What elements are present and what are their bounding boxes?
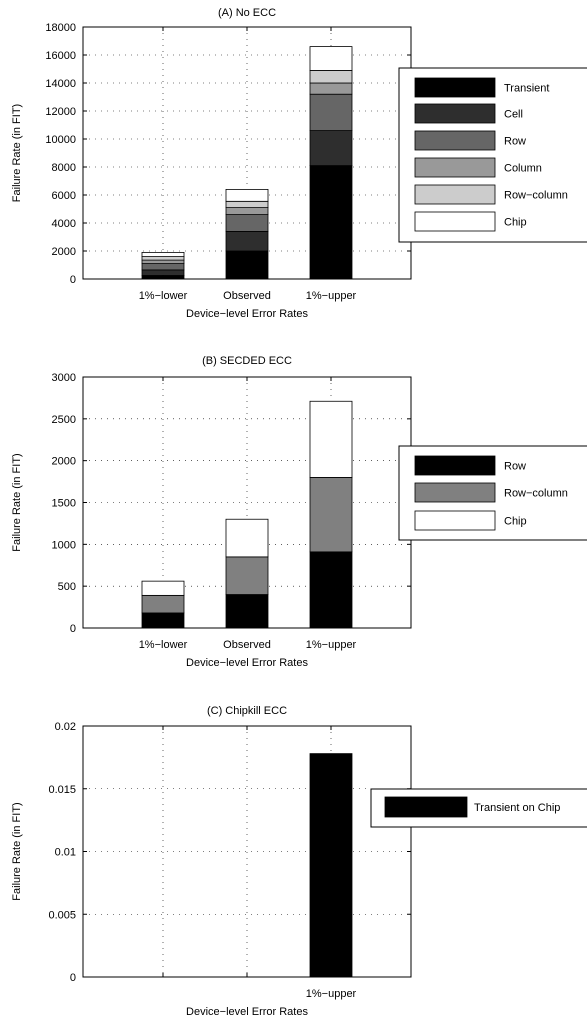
chart-title: (B) SECDED ECC: [202, 355, 292, 367]
x-axis-label: Device−level Error Rates: [186, 1006, 308, 1018]
bar-segment: [225, 188, 269, 202]
y-tick-label: 0.015: [48, 784, 76, 796]
bar-segment: [225, 230, 269, 252]
legend-swatch: [414, 211, 496, 232]
x-tick-label: 1%−lower: [139, 290, 188, 302]
chart-title: (C) Chipkill ECC: [207, 705, 287, 717]
legend-swatch: [414, 130, 496, 151]
legend-label: Row: [504, 461, 526, 473]
y-axis-label: Failure Rate (in FIT): [11, 802, 23, 900]
bar-segment: [309, 82, 353, 95]
chart-title: (A) No ECC: [218, 7, 276, 19]
plot-frame: [82, 725, 412, 978]
y-tick-label: 0.01: [55, 847, 76, 859]
legend-swatch: [414, 455, 496, 476]
x-axis-label: Device−level Error Rates: [186, 308, 308, 320]
y-tick-label: 6000: [52, 190, 76, 202]
bar-segment: [309, 476, 353, 553]
bar-segment: [309, 70, 353, 84]
y-tick-label: 18000: [45, 22, 76, 34]
y-tick-label: 2000: [52, 246, 76, 258]
bar-segment: [225, 200, 269, 209]
legend-label: Cell: [504, 109, 523, 121]
x-tick-label: Observed: [223, 290, 271, 302]
chart-panel-1: 0 500 1000 1500 2000 2500 3000 1%−lower Observed…: [11, 355, 587, 669]
bar-segment: [141, 259, 185, 265]
legend-label: Row: [504, 136, 526, 148]
legend: Transient on Chip: [370, 788, 587, 828]
bar-segment: [225, 214, 269, 232]
bar-segment: [309, 130, 353, 167]
bar-segment: [141, 256, 185, 261]
y-tick-label: 12000: [45, 106, 76, 118]
x-tick-label: 1%−upper: [306, 988, 357, 1000]
x-tick-label: Observed: [223, 639, 271, 651]
bar-segment: [225, 594, 269, 629]
legend-label: Row−column: [504, 488, 568, 500]
y-tick-label: 2500: [52, 414, 76, 426]
legend: Transient Cell Row Column Row−column Chip: [398, 67, 587, 243]
legend-label: Column: [504, 163, 542, 175]
y-tick-label: 1500: [52, 498, 76, 510]
legend-swatch: [414, 77, 496, 98]
bar-segment: [309, 46, 353, 71]
bar-segment: [141, 269, 185, 276]
bar-segment: [225, 250, 269, 280]
y-tick-label: 3000: [52, 372, 76, 384]
legend: Row Row−column Chip: [398, 445, 587, 541]
bar-segment: [309, 753, 353, 978]
y-tick-label: 4000: [52, 218, 76, 230]
y-axis-label: Failure Rate (in FIT): [11, 104, 23, 202]
bar-segment: [309, 93, 353, 131]
y-axis-label: Failure Rate (in FIT): [11, 453, 23, 551]
x-axis-label: Device−level Error Rates: [186, 657, 308, 669]
bar-segment: [141, 580, 185, 596]
y-tick-label: 0: [70, 972, 76, 984]
x-tick-label: 1%−lower: [139, 639, 188, 651]
y-tick-label: 8000: [52, 162, 76, 174]
bar-segment: [309, 400, 353, 478]
x-tick-label: 1%−upper: [306, 639, 357, 651]
y-tick-label: 14000: [45, 78, 76, 90]
chart-panel-0: 0 2000 4000 6000 8000 10000 12000 14000 16000 180…: [11, 7, 587, 320]
y-tick-label: 10000: [45, 134, 76, 146]
y-tick-label: 0: [70, 623, 76, 635]
bar-segment: [141, 263, 185, 271]
bar-segment: [225, 518, 269, 558]
bar-segment: [141, 251, 185, 257]
bar-segment: [309, 551, 353, 629]
y-tick-label: 16000: [45, 50, 76, 62]
y-tick-label: 0.005: [48, 909, 76, 921]
bar-segment: [225, 556, 269, 595]
legend-label: Row−column: [504, 190, 568, 202]
legend-swatch: [414, 103, 496, 124]
y-tick-label: 2000: [52, 456, 76, 468]
legend-swatch: [414, 184, 496, 205]
bar-segment: [309, 165, 353, 280]
legend-swatch: [414, 157, 496, 178]
y-tick-label: 0.02: [55, 721, 76, 733]
x-tick-label: 1%−upper: [306, 290, 357, 302]
y-tick-label: 500: [58, 581, 76, 593]
bar-segment: [225, 207, 269, 216]
legend-label: Chip: [504, 516, 527, 528]
legend-label: Chip: [504, 217, 527, 229]
legend-label: Transient: [504, 83, 549, 95]
legend-label: Transient on Chip: [474, 802, 560, 814]
legend-swatch: [384, 796, 468, 818]
bar-segment: [141, 594, 185, 614]
legend-swatch: [414, 482, 496, 503]
legend-swatch: [414, 510, 496, 531]
y-tick-label: 0: [70, 274, 76, 286]
chart-panel-2: 0 0.005 0.01 0.015 0.02 1%−upper (C) Chipkill …: [11, 705, 587, 1018]
y-tick-label: 1000: [52, 539, 76, 551]
